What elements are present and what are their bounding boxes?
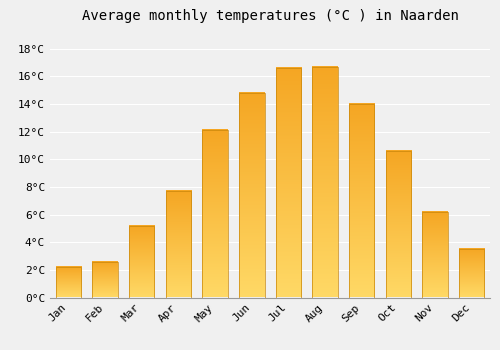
Bar <box>92 261 118 298</box>
Bar <box>276 68 301 298</box>
Bar <box>129 226 154 298</box>
Bar <box>312 67 338 298</box>
Bar <box>386 151 411 298</box>
Bar <box>56 267 81 298</box>
Bar <box>459 249 484 298</box>
Title: Average monthly temperatures (°C ) in Naarden: Average monthly temperatures (°C ) in Na… <box>82 9 458 23</box>
Bar <box>422 212 448 298</box>
Bar <box>349 104 374 298</box>
Bar <box>202 130 228 298</box>
Bar <box>239 93 264 298</box>
Bar <box>166 191 191 298</box>
